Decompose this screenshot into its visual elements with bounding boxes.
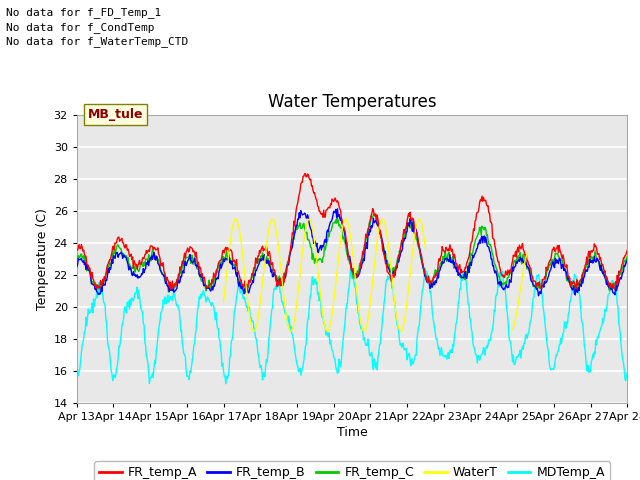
Text: No data for f_WaterTemp_CTD: No data for f_WaterTemp_CTD bbox=[6, 36, 189, 47]
Text: No data for f_FD_Temp_1: No data for f_FD_Temp_1 bbox=[6, 7, 162, 18]
X-axis label: Time: Time bbox=[337, 426, 367, 439]
Title: Water Temperatures: Water Temperatures bbox=[268, 93, 436, 111]
Text: MB_tule: MB_tule bbox=[88, 108, 143, 121]
Y-axis label: Temperature (C): Temperature (C) bbox=[36, 208, 49, 310]
Legend: FR_temp_A, FR_temp_B, FR_temp_C, WaterT, MDTemp_A: FR_temp_A, FR_temp_B, FR_temp_C, WaterT,… bbox=[94, 461, 610, 480]
Text: No data for f_CondTemp: No data for f_CondTemp bbox=[6, 22, 155, 33]
